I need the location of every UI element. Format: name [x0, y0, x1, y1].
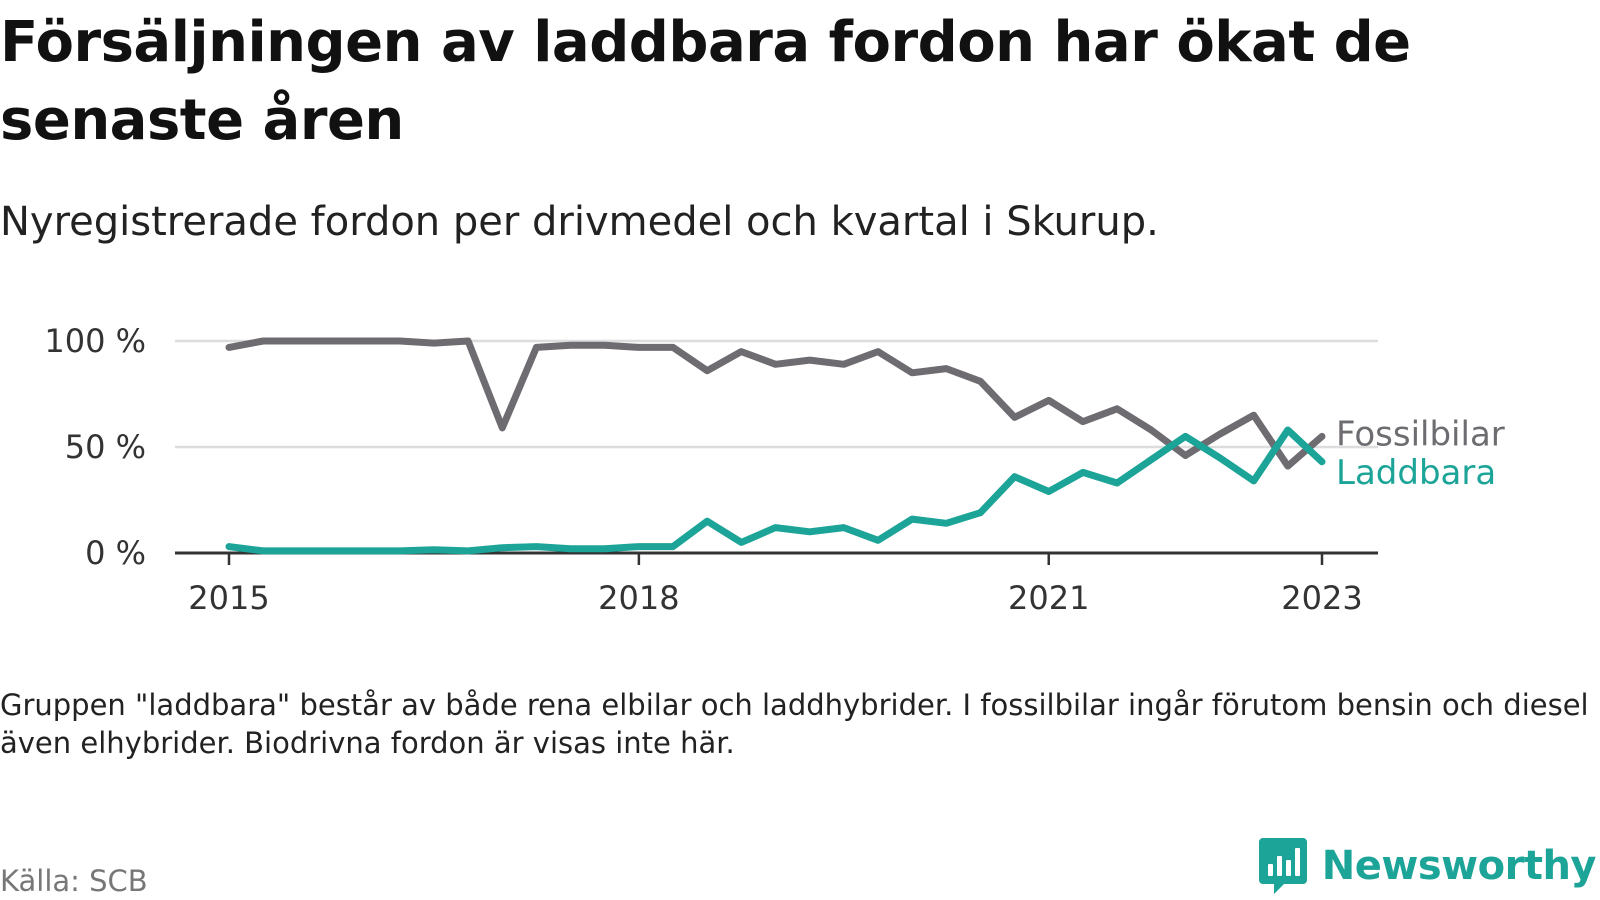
y-tick-label: 0 %: [85, 534, 146, 572]
y-tick-label: 100 %: [44, 322, 146, 360]
source-credit: Källa: SCB: [0, 864, 148, 898]
brand-name: Newsworthy: [1321, 843, 1597, 889]
y-tick-label: 50 %: [65, 428, 146, 466]
line-chart-svg: 0 % 50 % 100 % 2015 2018 2021 2023 Fossilbila…: [44, 322, 1505, 617]
series-label-laddbara: Laddbara: [1336, 453, 1496, 493]
newsworthy-logo: Newsworthy: [1258, 836, 1597, 896]
line-chart: 0 % 50 % 100 % 2015 2018 2021 2023 Fossilbila…: [0, 300, 1600, 640]
bar-chart-speech-bubble-icon: [1258, 838, 1307, 894]
series-lines: [225, 337, 1326, 555]
x-tick-label: 2018: [598, 579, 679, 617]
x-axis-ticks: 2015 2018 2021 2023: [188, 553, 1363, 617]
x-tick-label: 2021: [1008, 579, 1089, 617]
chart-title: Försäljningen av laddbara fordon har öka…: [0, 10, 1411, 153]
chart-subtitle: Nyregistrerade fordon per drivmedel och …: [0, 199, 1159, 245]
gridlines: [175, 339, 1378, 449]
x-tick-label: 2015: [188, 579, 269, 617]
series-label-fossilbilar: Fossilbilar: [1336, 414, 1505, 454]
chart-note: Gruppen "laddbara" består av både rena e…: [0, 688, 1589, 760]
y-axis-ticks: 0 % 50 % 100 %: [44, 322, 146, 572]
x-tick-label: 2023: [1281, 579, 1362, 617]
